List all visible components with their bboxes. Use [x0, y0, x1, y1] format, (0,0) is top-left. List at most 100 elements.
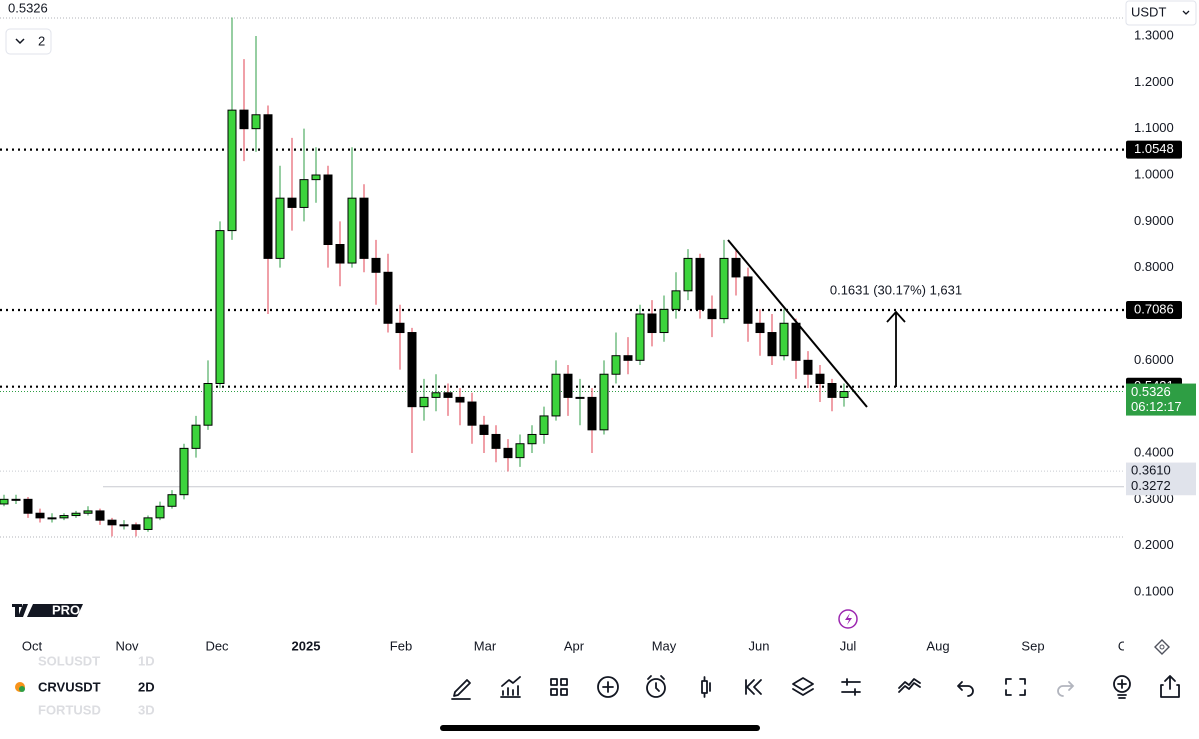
time-label: Jul [840, 638, 857, 653]
fullscreen[interactable] [1005, 678, 1026, 696]
replay[interactable] [745, 679, 762, 695]
alert[interactable] [646, 678, 666, 698]
candle-body [251, 114, 261, 130]
level-label: 0.3272 [1131, 478, 1171, 493]
undo[interactable] [957, 681, 974, 697]
time-label: Jun [749, 638, 770, 653]
candle-body [587, 396, 597, 431]
candle-body [263, 114, 273, 259]
candle-body [719, 257, 729, 320]
candle-body [431, 392, 441, 398]
price-tick-label: 0.9000 [1134, 213, 1174, 228]
alert-hands [647, 675, 665, 692]
candle-body [419, 396, 429, 408]
ideas[interactable] [1113, 675, 1131, 693]
countdown: 06:12:17 [1131, 399, 1182, 414]
candle-body [647, 313, 657, 334]
redo[interactable] [1057, 681, 1075, 697]
candle-body [323, 174, 333, 245]
candle-body [371, 257, 381, 273]
candle-body [599, 373, 609, 431]
candle-body [359, 197, 369, 259]
level-label: 1.0548 [1134, 141, 1174, 156]
arrow-head [886, 310, 906, 323]
candle-body [467, 401, 477, 426]
time-label: Oct [22, 638, 43, 653]
candle-body [611, 355, 621, 375]
candle-body [335, 244, 345, 264]
candle-body [635, 313, 645, 361]
current-price-label: 0.5326 [1131, 384, 1171, 399]
add[interactable] [597, 676, 619, 698]
time-label: Nov [115, 638, 139, 653]
measure-label: 0.1631 (30.17%) 1,631 [830, 282, 962, 297]
chart-type[interactable] [701, 676, 711, 698]
candle-body [779, 322, 789, 357]
indicator-toggle[interactable] [5, 28, 52, 55]
candle-body [815, 373, 825, 385]
candle-body [527, 433, 537, 445]
symbol-interval[interactable]: 2D [138, 679, 155, 694]
axis-settings-dot [1159, 644, 1165, 650]
bolt [845, 613, 852, 625]
symbol-name[interactable]: FORTUSD [38, 702, 101, 717]
candle-body [827, 383, 837, 398]
price-axis [1124, 0, 1199, 640]
home-indicator [440, 725, 760, 731]
share[interactable] [1160, 675, 1180, 698]
symbol-name[interactable]: CRVUSDT [38, 679, 101, 694]
candle-body [491, 433, 501, 449]
objects[interactable] [792, 677, 814, 696]
price-tick-label: 1.2000 [1134, 74, 1174, 89]
level-tag [1126, 462, 1196, 480]
events-icon[interactable] [838, 609, 858, 629]
candle-body [455, 396, 465, 403]
price-tick-label: 1.0000 [1134, 166, 1174, 181]
candle-body [155, 505, 165, 519]
current-price-tag [1126, 383, 1196, 416]
symbol-icon-dot [19, 686, 25, 692]
currency-button[interactable] [1125, 0, 1197, 26]
candle-body [575, 396, 585, 399]
time-label: 2025 [292, 638, 321, 653]
currency: USDT [1131, 4, 1166, 19]
level-tag [1126, 478, 1196, 496]
symbol-interval[interactable]: 1D [138, 653, 155, 668]
candle-body [107, 519, 117, 526]
candle-body [95, 510, 105, 521]
candle-body [35, 512, 45, 519]
price-tick-label: 0.1000 [1134, 583, 1174, 598]
trading[interactable] [898, 678, 921, 693]
layouts[interactable] [550, 678, 568, 696]
time-label: Dec [205, 638, 229, 653]
candle-body [695, 257, 705, 310]
chevron [15, 38, 25, 45]
symbol-interval[interactable]: 3D [138, 702, 155, 717]
candle-body [227, 109, 237, 232]
candle-body [743, 276, 753, 324]
level-tag [1126, 301, 1182, 320]
candle-body [839, 391, 849, 398]
chevron [1182, 10, 1190, 15]
symbol-name[interactable]: SOLUSDT [38, 653, 100, 668]
candle-body [515, 443, 525, 459]
candle-body [143, 517, 153, 530]
candle-body [299, 179, 309, 208]
candle-body [131, 524, 141, 530]
candle-body [383, 271, 393, 324]
settings[interactable] [841, 678, 861, 696]
candle-body [659, 308, 669, 334]
draw-tool[interactable] [451, 679, 471, 700]
candle-body [347, 197, 357, 264]
trend-line[interactable] [727, 239, 868, 408]
axis-settings[interactable] [1154, 639, 1170, 655]
indicators[interactable] [500, 676, 521, 698]
candle-body [239, 109, 249, 130]
logo: PRO [12, 602, 83, 617]
candle-body [179, 447, 189, 496]
candle-body [119, 524, 129, 527]
candle-body [215, 230, 225, 384]
candle-body [203, 383, 213, 426]
level-tag [1126, 140, 1182, 159]
